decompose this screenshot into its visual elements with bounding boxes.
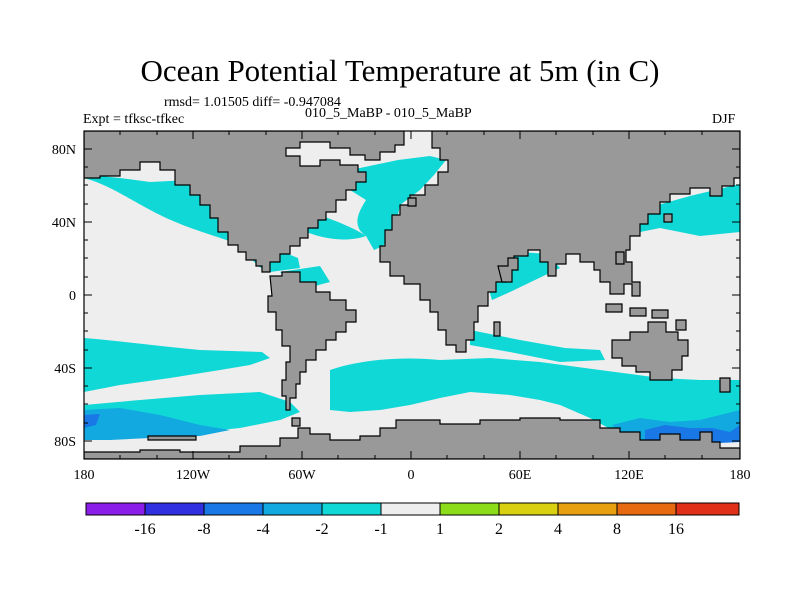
- lon-label: 60E: [509, 468, 532, 483]
- colorbar: [85, 502, 740, 516]
- lon-label: 120E: [614, 468, 644, 483]
- lat-label: 40N: [52, 216, 76, 231]
- colorbar-label: 8: [613, 521, 621, 538]
- colorbar-label: 2: [495, 521, 503, 538]
- colorbar-label: -4: [256, 521, 269, 538]
- experiment-label: Expt = tfksc-tfkec: [83, 112, 185, 127]
- plot-title: Ocean Potential Temperature at 5m (in C): [140, 53, 660, 88]
- stats-text: rmsd= 1.01505 diff= -0.947084: [164, 95, 341, 110]
- lon-label: 0: [408, 468, 415, 483]
- latitude-labels: 80N 40N 0 40S 80S: [52, 143, 76, 450]
- colorbar-box: [203, 502, 264, 516]
- colorbar-label: -2: [315, 521, 328, 538]
- land-eurasia-africa: [379, 131, 740, 353]
- lat-label: 0: [69, 289, 76, 304]
- lat-label: 80N: [52, 143, 76, 158]
- colorbar-label: -16: [134, 521, 155, 538]
- axis-ticks: [83, 131, 741, 459]
- colorbar-box: [262, 502, 323, 516]
- colorbar-box: [675, 502, 740, 516]
- colorbar-box: [439, 502, 500, 516]
- lon-label: 120W: [176, 468, 211, 483]
- land-australia: [611, 321, 689, 381]
- land-new-zealand: [719, 377, 731, 393]
- lat-label: 80S: [54, 435, 76, 450]
- land-south-america: [267, 271, 357, 411]
- colorbar-box: [498, 502, 559, 516]
- land-antarctica: [147, 435, 197, 441]
- lon-label: 180: [730, 468, 751, 483]
- land-madagascar: [493, 321, 501, 337]
- season-label: DJF: [712, 112, 736, 127]
- colorbar-box: [616, 502, 677, 516]
- colorbar-label: 1: [436, 521, 444, 538]
- lon-label: 60W: [288, 468, 316, 483]
- land-arabia: [497, 257, 519, 283]
- colorbar-box: [380, 502, 441, 516]
- land-indonesia: [605, 303, 623, 313]
- colorbar-label: -8: [197, 521, 210, 538]
- lat-label: 40S: [54, 362, 76, 377]
- subtitle: 010_5_MaBP - 010_5_MaBP: [305, 106, 472, 121]
- colorbar-box: [85, 502, 146, 516]
- colorbar-box: [557, 502, 618, 516]
- longitude-labels: 180 120W 60W 0 60E 120E 180: [74, 468, 751, 483]
- colorbar-label: -1: [374, 521, 387, 538]
- colorbar-box: [321, 502, 382, 516]
- map-area: [84, 131, 740, 459]
- colorbar-box: [144, 502, 205, 516]
- land-masses: [84, 131, 740, 459]
- colorbar-label: 4: [554, 521, 562, 538]
- colorbar-label: 16: [668, 521, 684, 538]
- lon-label: 180: [74, 468, 95, 483]
- colorbar-labels: -16 -8 -4 -2 -1 1 2 4 8 16: [134, 521, 684, 538]
- land-north-america: [84, 131, 405, 273]
- land-japan: [663, 213, 673, 223]
